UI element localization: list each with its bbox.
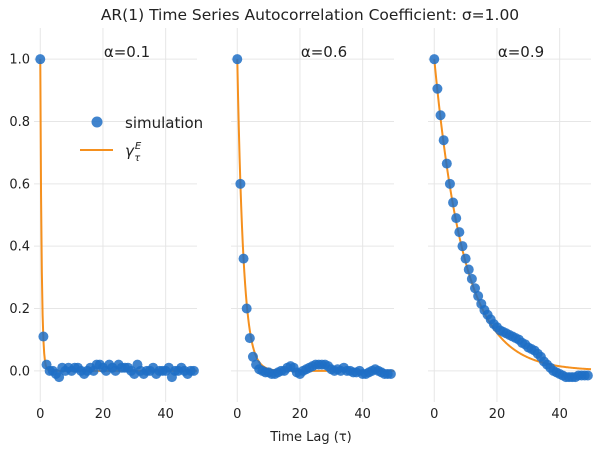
simulation-point	[441, 158, 452, 169]
y-tick-label: 0.8	[9, 115, 30, 130]
simulation-points	[429, 54, 593, 383]
legend-marker-simulation	[91, 116, 103, 128]
panel-label: α=0.6	[301, 43, 347, 61]
legend-label-theory: γE τ	[125, 141, 142, 164]
grid	[34, 28, 197, 402]
simulation-point	[54, 372, 65, 383]
simulation-point	[35, 54, 46, 65]
simulation-point	[582, 370, 593, 381]
x-tick-label: 20	[95, 407, 112, 422]
x-axis-label: Time Lag (τ)	[269, 430, 352, 445]
simulation-point	[238, 253, 249, 264]
simulation-point	[38, 331, 49, 342]
legend-superscript: E	[135, 141, 142, 152]
simulation-point	[429, 54, 440, 65]
simulation-point	[444, 178, 455, 189]
simulation-point	[232, 54, 243, 65]
simulation-point	[466, 273, 477, 284]
legend-subscript: τ	[134, 153, 141, 164]
simulation-points	[232, 54, 396, 379]
panel-label: α=0.1	[104, 43, 150, 61]
panel-2: 0 20 40 α=0.6	[231, 28, 396, 422]
theory-line	[236, 59, 394, 372]
simulation-point	[463, 264, 474, 275]
simulation-point	[473, 291, 484, 302]
x-tick-label: 0	[233, 407, 241, 422]
theory-line	[39, 59, 197, 372]
y-tick-label: 1.0	[9, 53, 30, 68]
simulation-point	[470, 283, 481, 294]
x-tick-label: 40	[354, 407, 371, 422]
simulation-point	[454, 227, 465, 238]
simulation-point	[460, 253, 471, 264]
x-tick-label: 20	[292, 407, 309, 422]
x-tick-label: 0	[36, 407, 44, 422]
x-tick-label: 40	[157, 407, 174, 422]
grid	[428, 28, 591, 402]
panel-label: α=0.9	[498, 43, 544, 61]
simulation-points	[35, 54, 199, 383]
simulation-point	[435, 110, 446, 121]
legend-gamma: γ	[125, 142, 135, 160]
simulation-point	[448, 197, 459, 208]
legend-label-simulation: simulation	[125, 114, 203, 132]
simulation-point	[451, 213, 462, 224]
x-tick-label: 20	[489, 407, 506, 422]
simulation-point	[244, 333, 255, 344]
x-tick-label: 0	[430, 407, 438, 422]
y-tick-label: 0.2	[9, 302, 30, 317]
simulation-point	[432, 83, 443, 94]
simulation-point	[188, 365, 199, 376]
panel-3: 0 20 40 α=0.9	[428, 28, 593, 422]
simulation-point	[457, 241, 468, 252]
simulation-point	[438, 135, 449, 146]
panels-group: 0 20 40 0.0 0.2 0.4 0.6 0.8 1.0 α=0.1 0 20 40 α=0.6 0 2…	[9, 28, 593, 422]
x-tick-label: 40	[551, 407, 568, 422]
panel-1: 0 20 40 0.0 0.2 0.4 0.6 0.8 1.0 α=0.1	[9, 28, 199, 422]
y-tick-label: 0.4	[9, 240, 30, 255]
simulation-point	[247, 351, 258, 362]
theory-line	[433, 59, 592, 371]
y-tick-label: 0.6	[9, 177, 30, 192]
legend: simulation γE τ	[80, 114, 203, 164]
y-tick-label: 0.0	[9, 364, 30, 379]
simulation-point	[241, 303, 252, 314]
chart-title: AR(1) Time Series Autocorrelation Coeffi…	[101, 6, 519, 24]
simulation-point	[235, 178, 246, 189]
grid	[231, 28, 394, 402]
simulation-point	[385, 368, 396, 379]
